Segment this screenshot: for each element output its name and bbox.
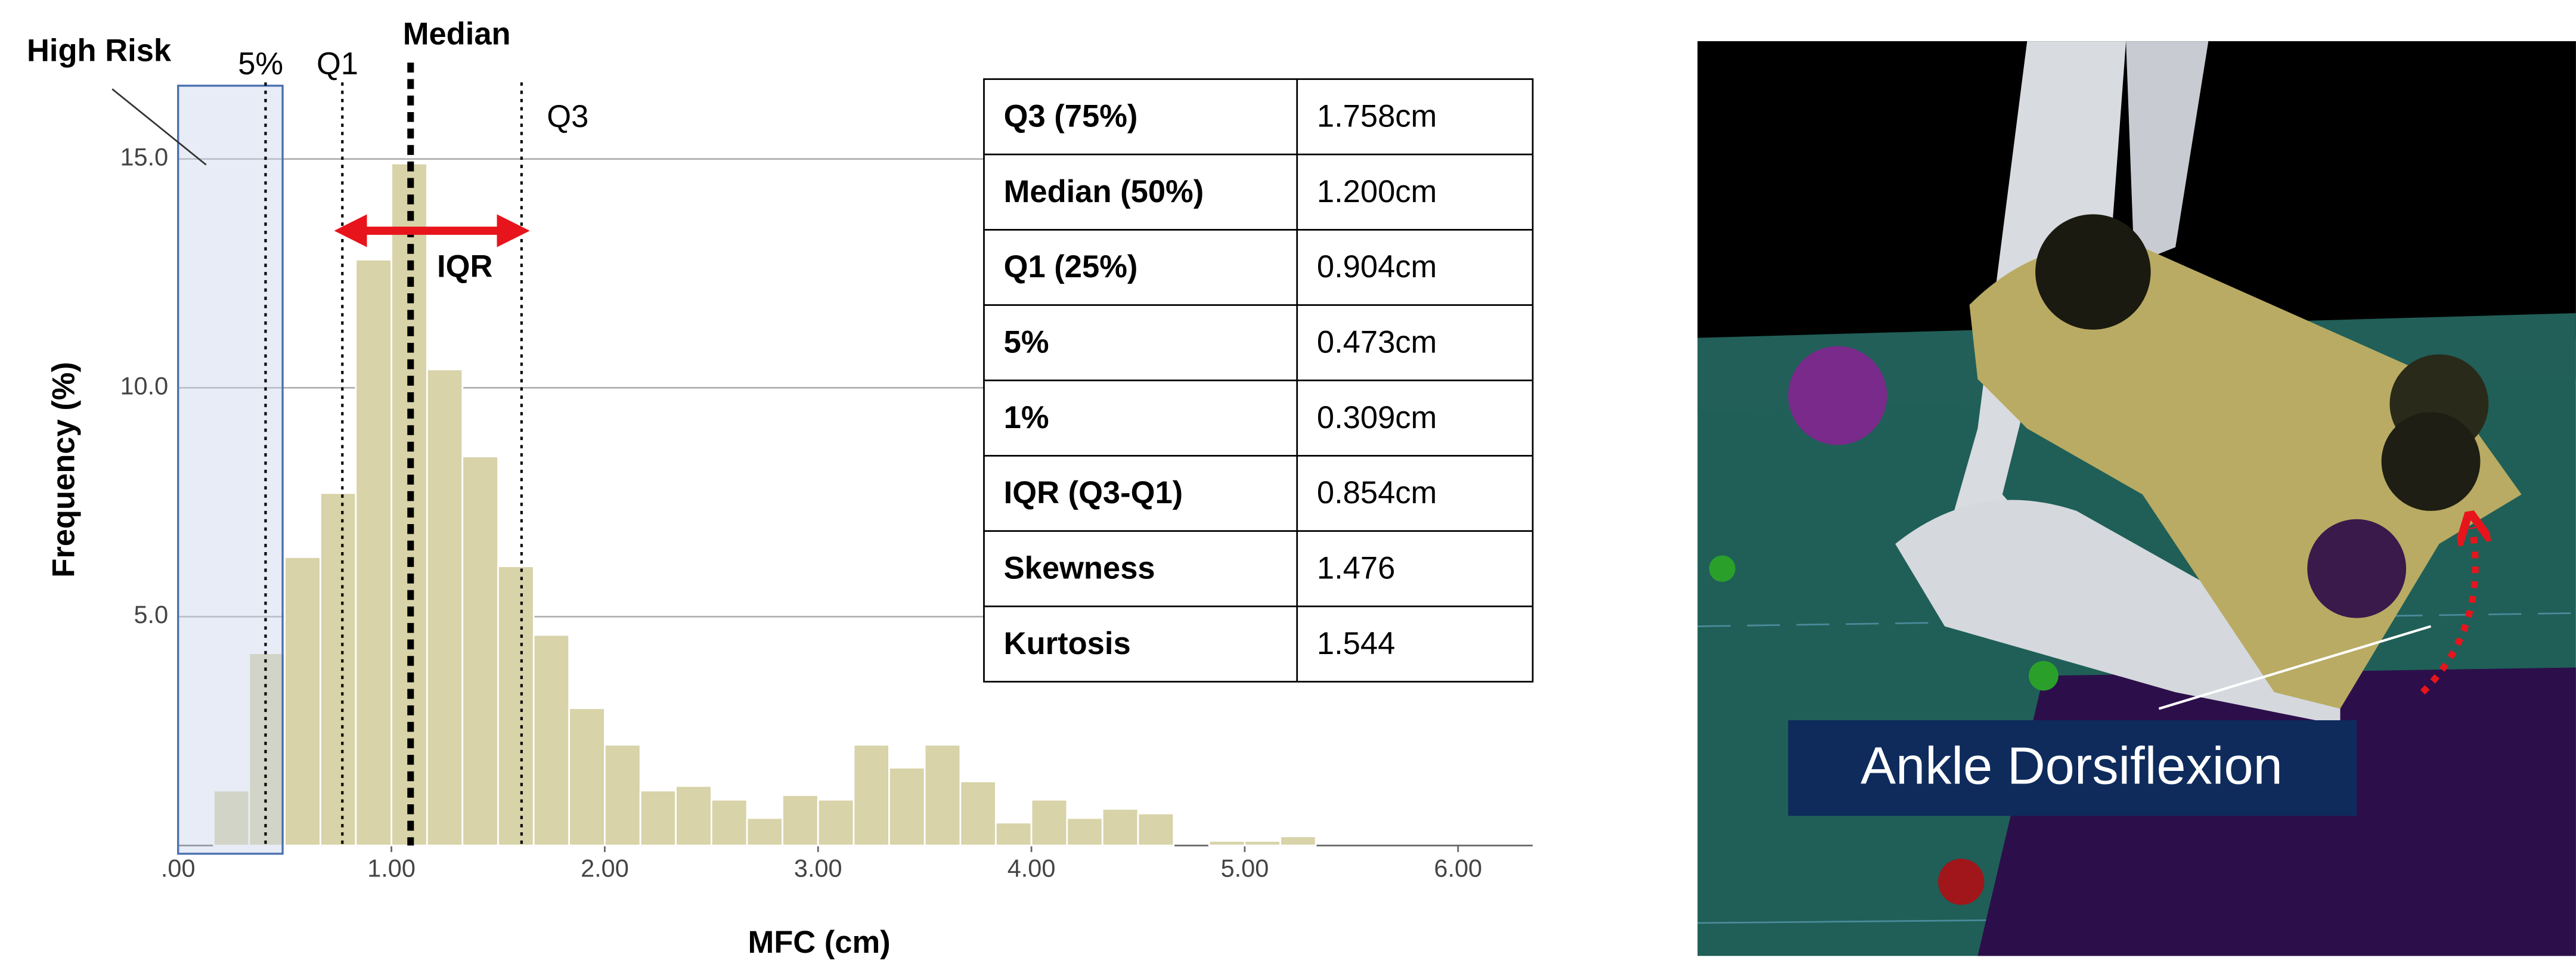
risk-region xyxy=(177,85,284,855)
reference-label: Q3 xyxy=(547,99,588,134)
table-row-value: 0.309cm xyxy=(1317,400,1437,435)
bar xyxy=(426,368,464,847)
x-tick-label: 5.00 xyxy=(1221,854,1269,882)
bar xyxy=(888,767,926,847)
bar xyxy=(284,556,321,847)
bar xyxy=(248,652,286,847)
bar xyxy=(1279,835,1317,847)
bar xyxy=(853,743,890,847)
y-axis-title: Frequency (%) xyxy=(47,362,82,578)
x-tick-label: 1.00 xyxy=(367,854,416,882)
bar xyxy=(1030,798,1068,847)
bar xyxy=(1101,808,1139,847)
x-axis-title: MFC (cm) xyxy=(748,925,890,960)
table-row-label: Skewness xyxy=(1004,550,1155,585)
table-row-value: 0.473cm xyxy=(1317,324,1437,360)
table-row-label: Q3 (75%) xyxy=(1004,98,1138,134)
bar xyxy=(675,785,712,847)
table-row-value: 1.758cm xyxy=(1317,98,1437,134)
table-row-label: 5% xyxy=(1004,324,1049,360)
table-row-value: 0.904cm xyxy=(1317,249,1437,284)
bar xyxy=(746,817,783,847)
stats-table: Q3 (75%) 1.758cm Median (50%) 1.200cm Q1 (25… xyxy=(983,78,1534,683)
bar xyxy=(923,743,962,847)
bar xyxy=(1244,840,1282,847)
render-image xyxy=(1697,41,2576,956)
bar xyxy=(782,794,819,847)
bar xyxy=(710,798,748,847)
x-tick-label: 3.00 xyxy=(794,854,842,882)
bar xyxy=(320,492,357,847)
y-tick-label: 10.0 xyxy=(120,371,168,399)
image-label: Ankle Dorsiflexion xyxy=(1861,736,2283,795)
risk-label: High Risk xyxy=(27,33,172,68)
x-tick-label: .00 xyxy=(161,854,196,882)
reference-label: Median xyxy=(403,17,511,52)
bar xyxy=(817,798,855,847)
y-tick-label: 15.0 xyxy=(120,143,168,171)
bar xyxy=(355,259,392,847)
x-tick-label: 6.00 xyxy=(1434,854,1482,882)
bar xyxy=(213,789,250,847)
reference-label: 5% xyxy=(238,46,283,81)
bar xyxy=(994,822,1033,847)
reference-label: Q1 xyxy=(317,46,358,81)
bar xyxy=(1137,812,1175,847)
risk-pointer xyxy=(111,88,207,166)
table-row-value: 1.476 xyxy=(1317,550,1395,585)
table-row-label: IQR (Q3-Q1) xyxy=(1004,475,1183,510)
bar xyxy=(1208,840,1246,847)
bar xyxy=(532,634,571,847)
table-row-value: 1.200cm xyxy=(1317,174,1437,209)
table-row-label: Kurtosis xyxy=(1004,626,1131,661)
x-tick-label: 2.00 xyxy=(581,854,629,882)
table-row-label: 1% xyxy=(1004,400,1049,435)
x-tick-label: 4.00 xyxy=(1008,854,1056,882)
bar xyxy=(604,743,641,847)
bar xyxy=(1066,817,1103,847)
iqr-label: IQR xyxy=(437,249,492,284)
bar xyxy=(639,789,677,847)
table-row-value: 0.854cm xyxy=(1317,475,1437,510)
bar xyxy=(959,780,997,847)
bar xyxy=(568,707,606,847)
bar xyxy=(461,456,499,847)
table-row-value: 1.544 xyxy=(1317,626,1395,661)
y-tick-label: 5.0 xyxy=(134,600,169,628)
bar xyxy=(497,565,535,847)
table-row-label: Q1 (25%) xyxy=(1004,249,1138,284)
table-row-label: Median (50%) xyxy=(1004,174,1204,209)
